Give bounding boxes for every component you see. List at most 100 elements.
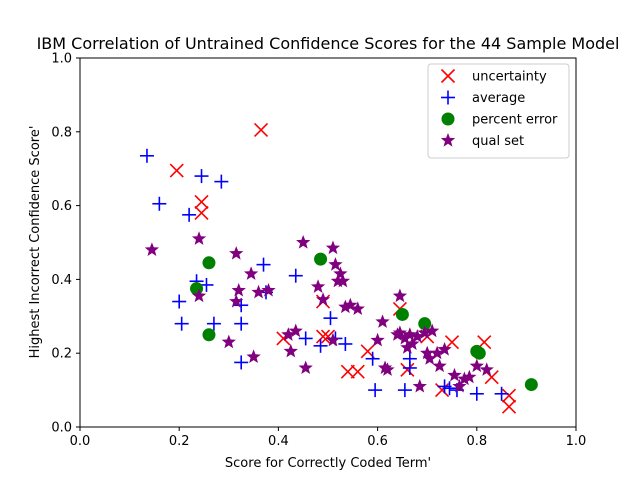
data-point [174, 316, 189, 331]
data-point [214, 174, 229, 189]
data-point [397, 330, 413, 345]
data-point [412, 378, 427, 393]
data-point [298, 360, 313, 375]
data-point [231, 282, 246, 297]
chart-title: IBM Correlation of Untrained Confidence … [37, 34, 620, 53]
data-point [338, 299, 353, 314]
data-point [261, 282, 276, 297]
data-point [437, 342, 452, 356]
legend-marker [441, 90, 455, 105]
legend-label: qual set [472, 134, 524, 149]
data-point [368, 383, 383, 398]
legend-entry: average [441, 90, 525, 106]
data-point [191, 288, 207, 303]
data-point [370, 332, 385, 347]
data-point [422, 351, 437, 365]
legend-marker [440, 68, 456, 84]
series-qual-set [144, 231, 494, 393]
x-tick-label: 0.4 [268, 434, 289, 449]
legend-box [427, 63, 570, 159]
legend-label: percent error [472, 113, 558, 128]
legend-marker [440, 133, 456, 147]
series-percent-error [190, 252, 538, 392]
data-point [397, 383, 412, 398]
data-point [402, 360, 417, 375]
data-point [283, 343, 298, 358]
x-axis-label: Score for Correctly Coded Term' [225, 456, 431, 471]
data-point [350, 301, 365, 315]
data-point [194, 169, 209, 184]
data-point [425, 323, 440, 338]
data-point [296, 235, 311, 249]
data-point [418, 317, 432, 331]
data-point [390, 327, 405, 341]
data-point [315, 329, 331, 344]
data-point [234, 316, 249, 331]
x-tick-label: 0.8 [466, 434, 487, 449]
data-point [229, 246, 244, 260]
data-point [350, 364, 365, 379]
y-tick-label: 0.2 [51, 347, 72, 362]
data-point [234, 355, 249, 370]
data-point [469, 386, 484, 401]
data-point [452, 378, 467, 393]
x-tick-label: 1.0 [566, 434, 587, 449]
data-point [313, 338, 328, 353]
data-point [469, 358, 484, 373]
legend-label: average [472, 91, 525, 106]
data-point [315, 292, 331, 306]
data-point [202, 256, 216, 270]
data-point [256, 257, 271, 272]
data-point [420, 345, 435, 360]
data-point [501, 399, 517, 414]
data-point [281, 327, 296, 341]
data-point [380, 362, 395, 376]
y-tick-label: 0.6 [51, 199, 72, 214]
data-point [202, 328, 216, 342]
x-tick-label: 0.0 [70, 434, 91, 449]
data-point [340, 364, 355, 379]
data-point [251, 284, 266, 299]
data-point [442, 381, 457, 396]
x-axis-ticks: 0.0 0.2 0.4 0.6 0.8 1.0 [70, 427, 587, 449]
y-tick-label: 0.4 [51, 273, 72, 288]
data-point [392, 288, 408, 303]
data-point [243, 266, 259, 280]
data-point [462, 369, 477, 384]
series-uncertainty [169, 122, 517, 414]
data-point [328, 257, 343, 271]
data-point [375, 314, 390, 328]
data-point [191, 231, 207, 245]
data-point [479, 362, 494, 376]
data-point [472, 346, 486, 360]
legend-entry: percent error [441, 112, 558, 128]
data-point [229, 294, 244, 308]
data-point [144, 242, 160, 256]
legend: uncertainty average percent error qual set [427, 63, 570, 159]
y-axis-ticks: 0.0 0.2 0.4 0.6 0.8 1.0 [51, 52, 80, 436]
data-point [410, 329, 425, 343]
plot-area [79, 57, 577, 428]
data-point [323, 311, 338, 326]
legend-marker [441, 112, 455, 126]
data-point [288, 268, 303, 283]
data-point [325, 240, 341, 255]
data-point [432, 358, 447, 373]
data-point [253, 122, 269, 138]
data-point [221, 334, 236, 349]
data-point [435, 383, 450, 398]
data-point [169, 163, 184, 178]
data-point [152, 196, 167, 211]
data-point [365, 351, 380, 366]
data-point [190, 282, 204, 296]
x-tick-label: 0.6 [367, 434, 388, 449]
legend-entry: uncertainty [440, 68, 547, 85]
data-point [444, 335, 460, 350]
y-tick-label: 0.0 [51, 421, 72, 436]
data-point [298, 331, 313, 346]
data-point [392, 325, 408, 339]
data-point [405, 336, 420, 351]
series-average [139, 148, 509, 401]
y-axis-label: Highest Incorrect Confidence Score' [28, 126, 43, 359]
